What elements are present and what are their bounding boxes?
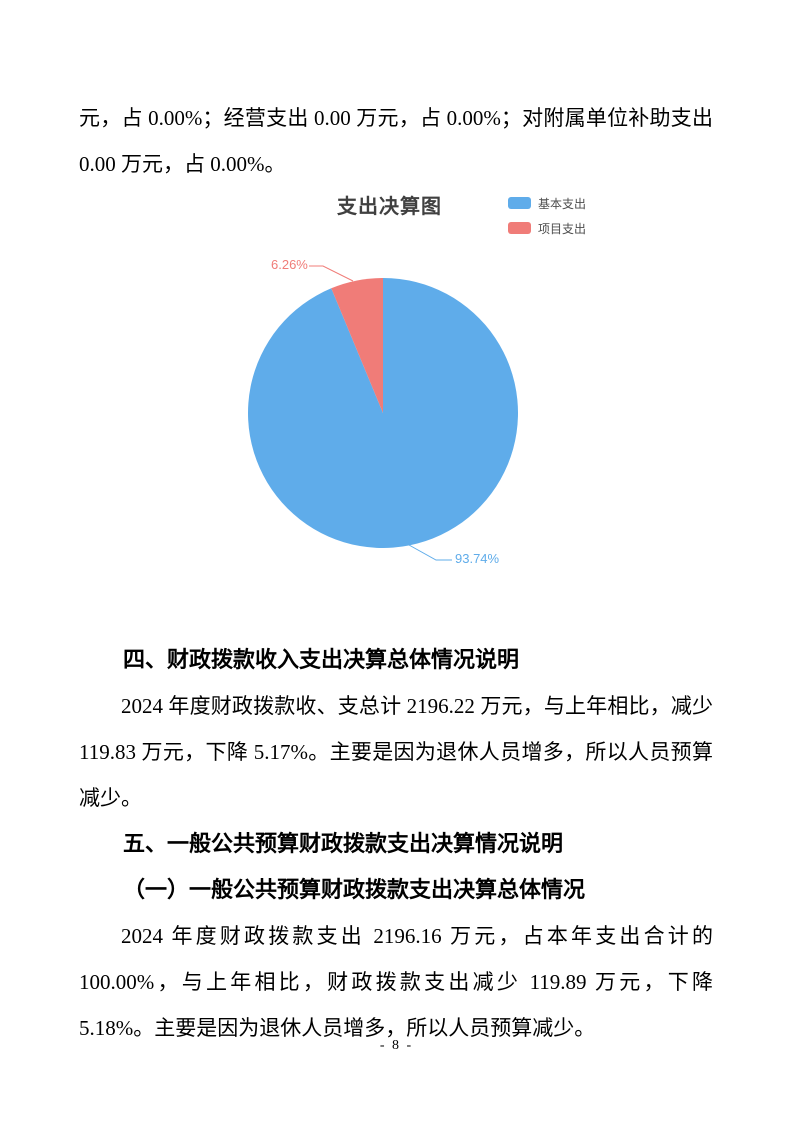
legend-swatch-blue-icon [508,197,531,209]
legend-item-project-expense: 项目支出 [508,220,586,236]
page-content: 元，占 0.00%；经营支出 0.00 万元，占 0.00%；对附属单位补助支出… [79,106,713,1040]
paragraph-section-four: 2024 年度财政拨款收、支总计 2196.22 万元，与上年相比，减少 119… [79,694,713,810]
chart-legend: 基本支出 项目支出 [508,195,586,245]
legend-label: 项目支出 [538,221,587,236]
pie-canvas [248,265,519,561]
paragraph-expense-breakdown: 元，占 0.00%；经营支出 0.00 万元，占 0.00%；对附属单位补助支出… [79,106,713,176]
label-leader-line-big-slice [408,544,452,561]
label-leader-line-small-slice [309,265,354,282]
legend-swatch-red-icon [508,222,531,234]
pie-label-project-expense: 6.26% [271,257,308,272]
section-heading-five: 五、一般公共预算财政拨款支出决算情况说明 [123,831,564,856]
pie-slices [248,278,519,548]
section-subheading-five-one: （一）一般公共预算财政拨款支出决算总体情况 [123,877,586,902]
legend-item-basic-expense: 基本支出 [508,195,586,211]
chart-title: 支出决算图 [337,196,442,218]
page-number: - 8 - [379,1038,414,1053]
pie-slice-1 [331,278,383,413]
pie-slice-0 [248,278,519,548]
pie-label-basic-expense: 93.74% [455,551,500,566]
paragraph-section-five: 2024 年度财政拨款支出 2196.16 万元，占本年支出合计的 100.00… [79,924,713,1040]
expense-pie-chart: 支出决算图 基本支出 项目支出 6.26% 93.74% [79,187,713,637]
legend-label: 基本支出 [538,196,587,211]
section-heading-four: 四、财政拨款收入支出决算总体情况说明 [123,647,520,672]
